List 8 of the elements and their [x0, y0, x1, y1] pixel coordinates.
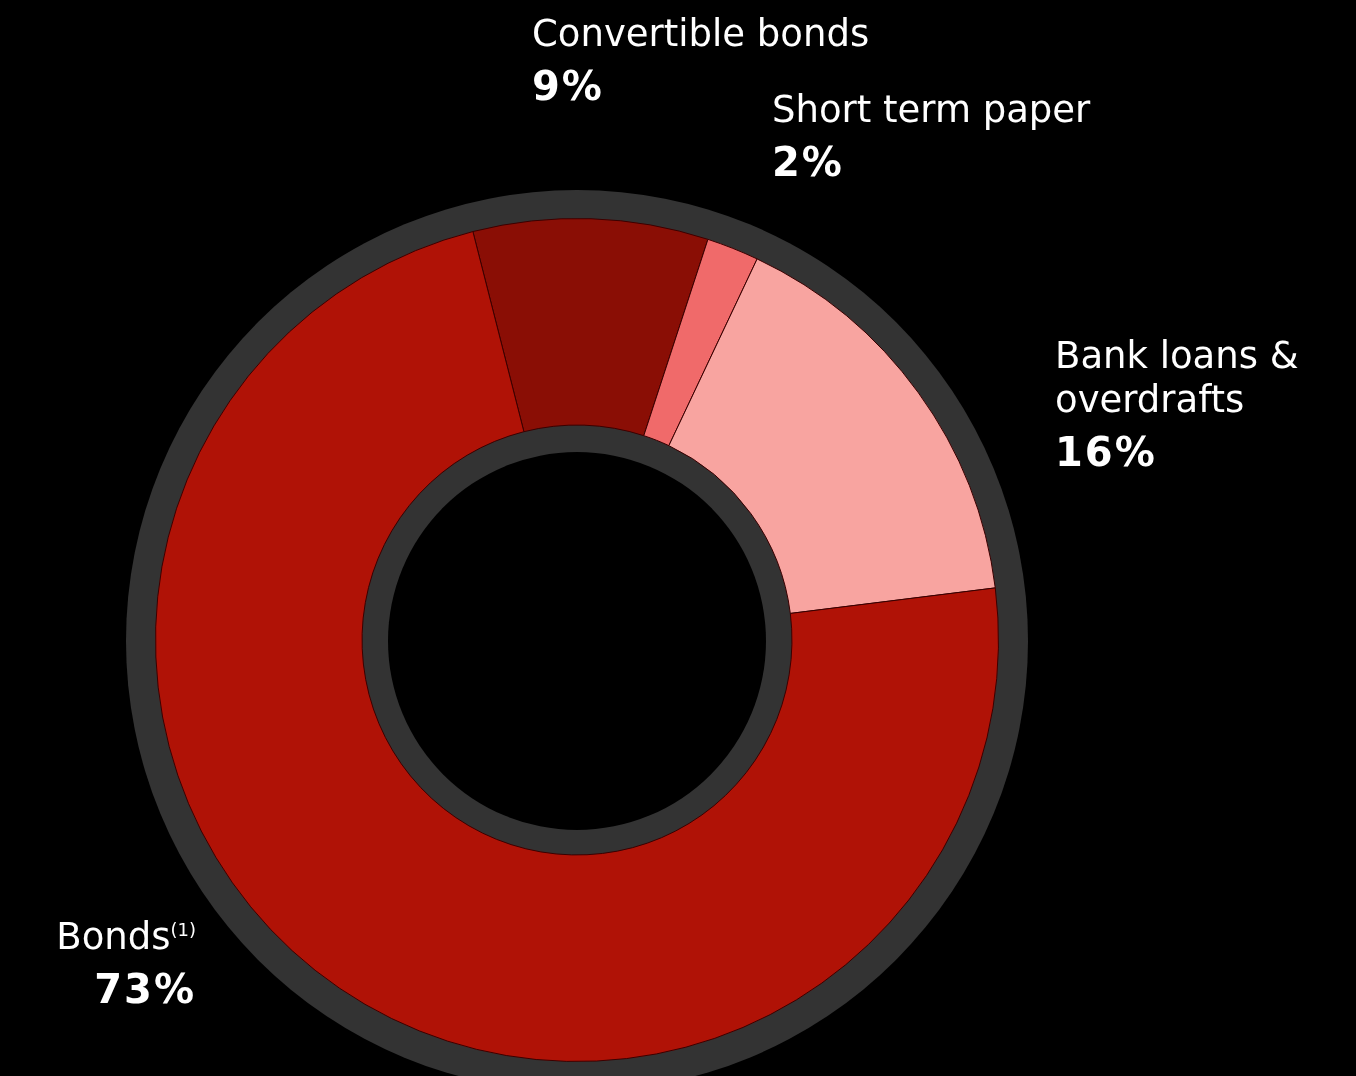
slice-label: Convertible bonds: [532, 12, 870, 56]
data-label: 73%: [93, 965, 196, 1015]
data-label: 16%: [1055, 428, 1158, 477]
data-label: 9%: [532, 63, 604, 109]
data-label: 2%: [772, 138, 845, 187]
slice-label: Bonds$^{(1)}$: [55, 914, 196, 960]
slice-label: Short term paper: [772, 88, 1091, 132]
slice-label: Bank loans & overdrafts: [1055, 334, 1300, 422]
